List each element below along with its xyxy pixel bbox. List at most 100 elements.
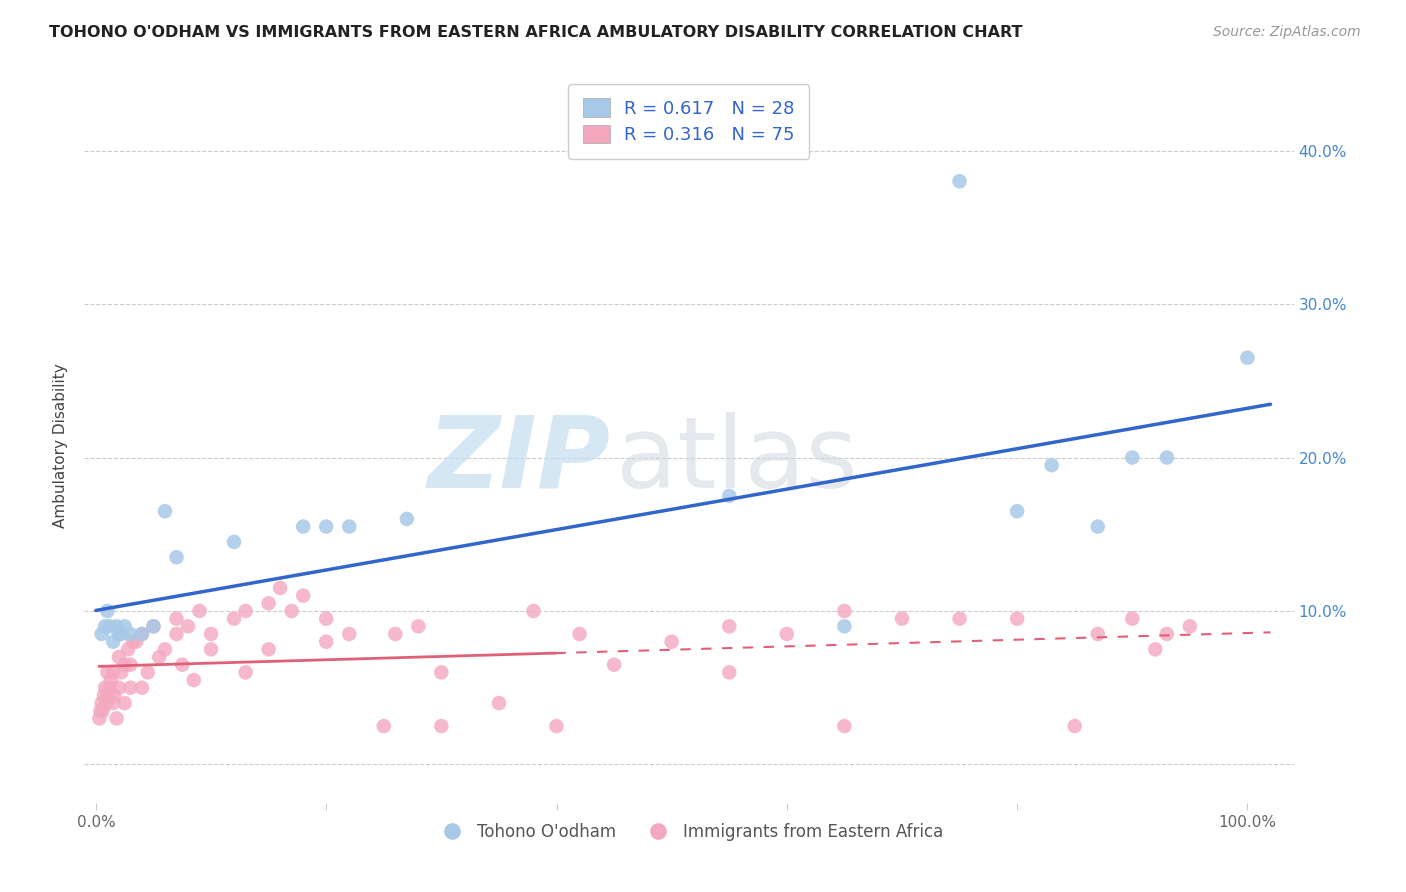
Point: [121, 634, 143, 648]
Point: [120, 681, 142, 695]
Point: [1005, 504, 1028, 518]
Point: [105, 711, 128, 725]
Point: [269, 581, 291, 595]
Point: [568, 627, 591, 641]
Point: [103, 689, 125, 703]
Point: [105, 619, 128, 633]
Point: [948, 612, 970, 626]
Point: [114, 657, 136, 672]
Point: [172, 657, 194, 672]
Point: [522, 604, 544, 618]
Point: [91, 704, 114, 718]
Point: [90, 696, 112, 710]
Point: [661, 634, 683, 648]
Point: [337, 627, 360, 641]
Point: [395, 512, 418, 526]
Point: [1040, 458, 1063, 473]
Point: [148, 650, 170, 665]
Point: [1178, 619, 1201, 633]
Point: [776, 627, 799, 641]
Point: [114, 619, 136, 633]
Point: [136, 665, 159, 680]
Point: [292, 589, 315, 603]
Point: [114, 696, 136, 710]
Point: [93, 689, 115, 703]
Point: [834, 619, 856, 633]
Point: [1156, 627, 1178, 641]
Point: [1121, 612, 1143, 626]
Point: [89, 711, 111, 725]
Point: [200, 642, 222, 657]
Point: [125, 634, 148, 648]
Point: [1063, 719, 1085, 733]
Point: [718, 489, 741, 503]
Point: [222, 612, 245, 626]
Point: [1236, 351, 1258, 365]
Y-axis label: Ambulatory Disability: Ambulatory Disability: [53, 364, 69, 528]
Point: [120, 627, 142, 641]
Point: [337, 519, 360, 533]
Point: [718, 619, 741, 633]
Point: [177, 619, 200, 633]
Point: [373, 719, 395, 733]
Point: [101, 634, 124, 648]
Point: [153, 642, 176, 657]
Point: [222, 535, 245, 549]
Point: [488, 696, 510, 710]
Point: [120, 657, 142, 672]
Point: [384, 627, 406, 641]
Point: [200, 627, 222, 641]
Point: [110, 665, 132, 680]
Point: [108, 650, 131, 665]
Point: [96, 696, 118, 710]
Point: [257, 642, 280, 657]
Point: [94, 681, 117, 695]
Text: TOHONO O'ODHAM VS IMMIGRANTS FROM EASTERN AFRICA AMBULATORY DISABILITY CORRELATI: TOHONO O'ODHAM VS IMMIGRANTS FROM EASTER…: [49, 25, 1022, 40]
Point: [183, 673, 205, 687]
Legend: Tohono O'odham, Immigrants from Eastern Africa: Tohono O'odham, Immigrants from Eastern …: [429, 817, 949, 848]
Point: [235, 665, 257, 680]
Text: atlas: atlas: [616, 412, 858, 508]
Point: [430, 719, 453, 733]
Point: [891, 612, 914, 626]
Point: [96, 665, 118, 680]
Point: [948, 174, 970, 188]
Point: [1087, 627, 1109, 641]
Point: [90, 627, 112, 641]
Point: [101, 696, 124, 710]
Point: [166, 612, 188, 626]
Point: [603, 657, 626, 672]
Text: Source: ZipAtlas.com: Source: ZipAtlas.com: [1213, 25, 1361, 39]
Point: [131, 627, 153, 641]
Point: [96, 689, 118, 703]
Point: [292, 519, 315, 533]
Point: [101, 665, 124, 680]
Point: [188, 604, 211, 618]
Point: [108, 627, 131, 641]
Point: [108, 681, 131, 695]
Point: [1005, 612, 1028, 626]
Point: [280, 604, 302, 618]
Point: [131, 627, 153, 641]
Point: [153, 504, 176, 518]
Point: [834, 604, 856, 618]
Point: [142, 619, 165, 633]
Point: [1087, 519, 1109, 533]
Point: [98, 681, 121, 695]
Point: [131, 681, 153, 695]
Point: [834, 719, 856, 733]
Point: [166, 627, 188, 641]
Point: [235, 604, 257, 618]
Point: [1121, 450, 1143, 465]
Point: [142, 619, 165, 633]
Point: [98, 619, 121, 633]
Point: [1156, 450, 1178, 465]
Point: [315, 519, 337, 533]
Point: [110, 627, 132, 641]
Point: [430, 665, 453, 680]
Point: [94, 619, 117, 633]
Point: [546, 719, 568, 733]
Point: [166, 550, 188, 565]
Point: [408, 619, 430, 633]
Point: [718, 665, 741, 680]
